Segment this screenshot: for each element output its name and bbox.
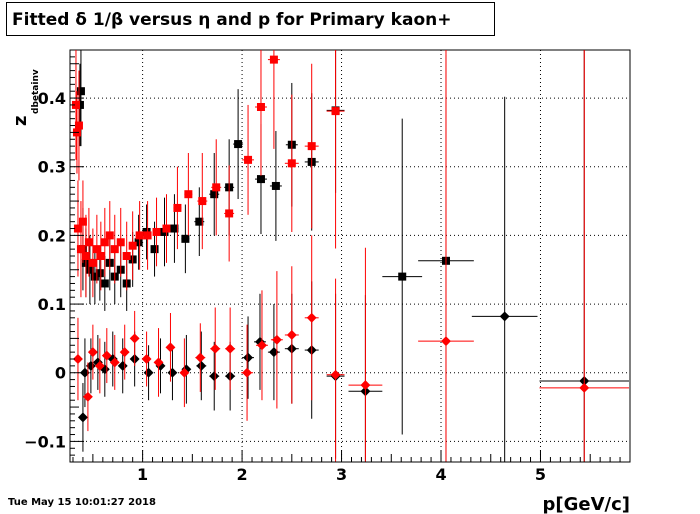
data-marker xyxy=(331,107,340,116)
data-marker xyxy=(286,330,297,340)
data-marker xyxy=(100,238,109,247)
data-marker xyxy=(153,357,164,368)
data-marker xyxy=(96,252,105,260)
data-marker xyxy=(95,269,104,278)
data-marker xyxy=(135,231,144,240)
x-axis-label: p[GeV/c] xyxy=(543,494,631,514)
data-marker xyxy=(143,231,152,240)
data-marker xyxy=(71,100,80,109)
data-marker xyxy=(271,334,282,345)
data-marker xyxy=(196,360,207,371)
y-axis-label: z xyxy=(10,116,31,126)
data-marker xyxy=(84,238,93,247)
chart-title: Fitted δ 1/β versus η and p for Primary … xyxy=(12,10,452,30)
data-marker xyxy=(78,217,87,226)
data-marker xyxy=(212,183,221,192)
data-marker xyxy=(92,245,101,254)
data-marker xyxy=(579,382,590,393)
data-marker xyxy=(128,241,137,250)
data-marker xyxy=(243,352,253,363)
data-marker xyxy=(398,272,407,281)
data-marker xyxy=(141,354,152,364)
x-tick-label: 5 xyxy=(535,465,546,484)
y-tick-label: 0.4 xyxy=(38,89,66,108)
y-tick-label: 0.2 xyxy=(38,226,66,245)
data-marker xyxy=(129,333,140,344)
data-marker xyxy=(122,252,131,260)
data-marker xyxy=(287,159,296,168)
data-marker xyxy=(307,142,316,151)
data-marker xyxy=(257,340,267,351)
y-axis-label-subscript: dbetainv xyxy=(31,69,41,114)
data-marker xyxy=(242,367,253,378)
data-marker xyxy=(184,190,193,199)
y-tick-label: 0.3 xyxy=(38,158,66,177)
data-marker xyxy=(225,209,234,218)
y-tick-label: −0.1 xyxy=(24,432,66,451)
x-tick-label: 2 xyxy=(237,465,248,484)
data-points xyxy=(71,50,630,462)
data-marker xyxy=(499,311,510,322)
data-marker xyxy=(209,371,220,382)
data-marker xyxy=(105,231,114,240)
data-marker xyxy=(306,312,317,323)
data-marker xyxy=(195,352,206,363)
data-marker xyxy=(162,224,171,233)
x-tick-label: 1 xyxy=(137,465,148,484)
data-marker xyxy=(173,203,182,212)
title-box: Fitted δ 1/β versus η and p for Primary … xyxy=(6,2,495,36)
timestamp: Tue May 15 10:01:27 2018 xyxy=(8,497,156,508)
data-marker xyxy=(210,190,219,199)
data-marker xyxy=(85,265,94,274)
axes: 1 2 3 4 5 −0.1 0 0.1 0.2 0.3 0.4 xyxy=(24,50,631,484)
data-marker xyxy=(360,380,371,391)
data-marker xyxy=(441,336,451,347)
data-marker xyxy=(195,217,204,226)
data-marker xyxy=(244,155,253,164)
data-marker xyxy=(81,252,90,260)
data-marker xyxy=(150,245,159,254)
x-tick-label: 3 xyxy=(336,465,347,484)
data-marker xyxy=(179,367,190,378)
data-marker xyxy=(74,121,83,130)
grid xyxy=(70,50,630,462)
series-2 xyxy=(71,50,630,462)
data-marker xyxy=(100,279,109,288)
data-marker xyxy=(76,245,85,254)
x-tick-label: 4 xyxy=(435,465,446,484)
data-marker xyxy=(256,175,265,184)
data-marker xyxy=(225,343,236,354)
data-marker xyxy=(271,181,280,190)
data-marker xyxy=(198,197,207,206)
data-marker xyxy=(181,234,190,243)
y-tick-label: 0.1 xyxy=(38,295,66,314)
data-marker xyxy=(134,238,143,247)
data-marker xyxy=(116,238,125,247)
data-marker xyxy=(210,343,221,354)
y-tick-label: 0 xyxy=(55,364,66,383)
data-marker xyxy=(110,245,119,254)
data-marker xyxy=(234,140,243,149)
plot-frame xyxy=(69,49,631,463)
data-marker xyxy=(269,55,278,64)
data-marker xyxy=(165,342,176,353)
data-marker xyxy=(330,369,341,380)
data-marker xyxy=(170,224,179,233)
data-marker xyxy=(76,87,85,96)
data-marker xyxy=(256,102,265,111)
data-marker xyxy=(268,347,279,358)
data-marker xyxy=(90,272,99,281)
data-marker xyxy=(152,227,161,236)
data-marker xyxy=(88,258,97,267)
data-marker xyxy=(73,224,82,233)
